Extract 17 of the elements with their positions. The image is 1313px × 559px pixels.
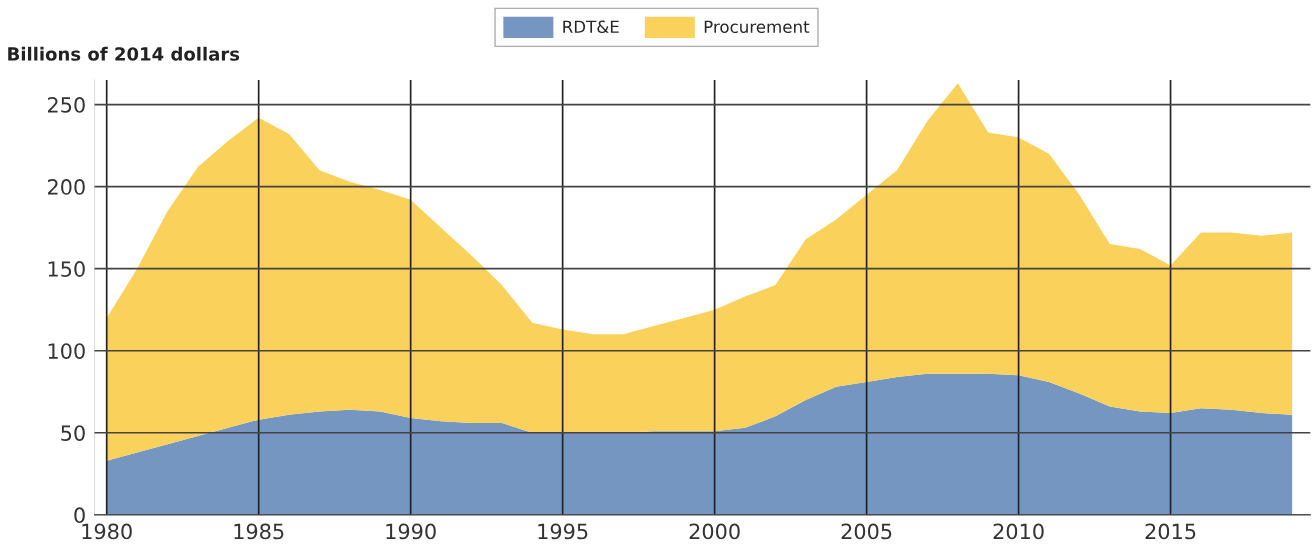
x-tick-label: 1980 bbox=[82, 523, 132, 540]
x-tick-label: 2000 bbox=[689, 523, 740, 540]
y-tick-label: 200 bbox=[47, 179, 85, 195]
x-tick-label: 2015 bbox=[1145, 523, 1196, 540]
x-tick-label: 1990 bbox=[386, 523, 436, 540]
y-tick-label: 0 bbox=[74, 507, 85, 524]
legend-label: RDT&E bbox=[563, 20, 619, 34]
y-tick-label: 150 bbox=[48, 261, 85, 277]
x-tick-label: 1985 bbox=[234, 523, 284, 540]
y-axis-title: Billions of 2014 dollars bbox=[8, 46, 240, 61]
x-tick-label: 1995 bbox=[538, 523, 588, 540]
y-tick-label: 250 bbox=[47, 97, 85, 113]
y-tick-label: 50 bbox=[61, 425, 85, 441]
x-tick-label: 2010 bbox=[993, 523, 1044, 540]
x-tick-label: 2005 bbox=[841, 523, 892, 540]
y-tick-label: 100 bbox=[48, 343, 85, 359]
legend-label: Procurement bbox=[704, 20, 810, 34]
